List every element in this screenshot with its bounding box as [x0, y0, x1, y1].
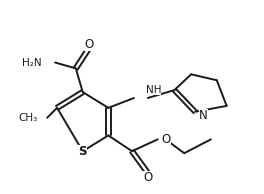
Text: O: O [84, 38, 93, 51]
Text: NH: NH [146, 85, 161, 95]
Text: CH₃: CH₃ [18, 113, 37, 123]
Text: O: O [143, 171, 152, 184]
Text: O: O [162, 133, 171, 146]
Text: H₂N: H₂N [22, 57, 41, 68]
Text: S: S [78, 145, 87, 158]
Text: N: N [199, 109, 208, 122]
